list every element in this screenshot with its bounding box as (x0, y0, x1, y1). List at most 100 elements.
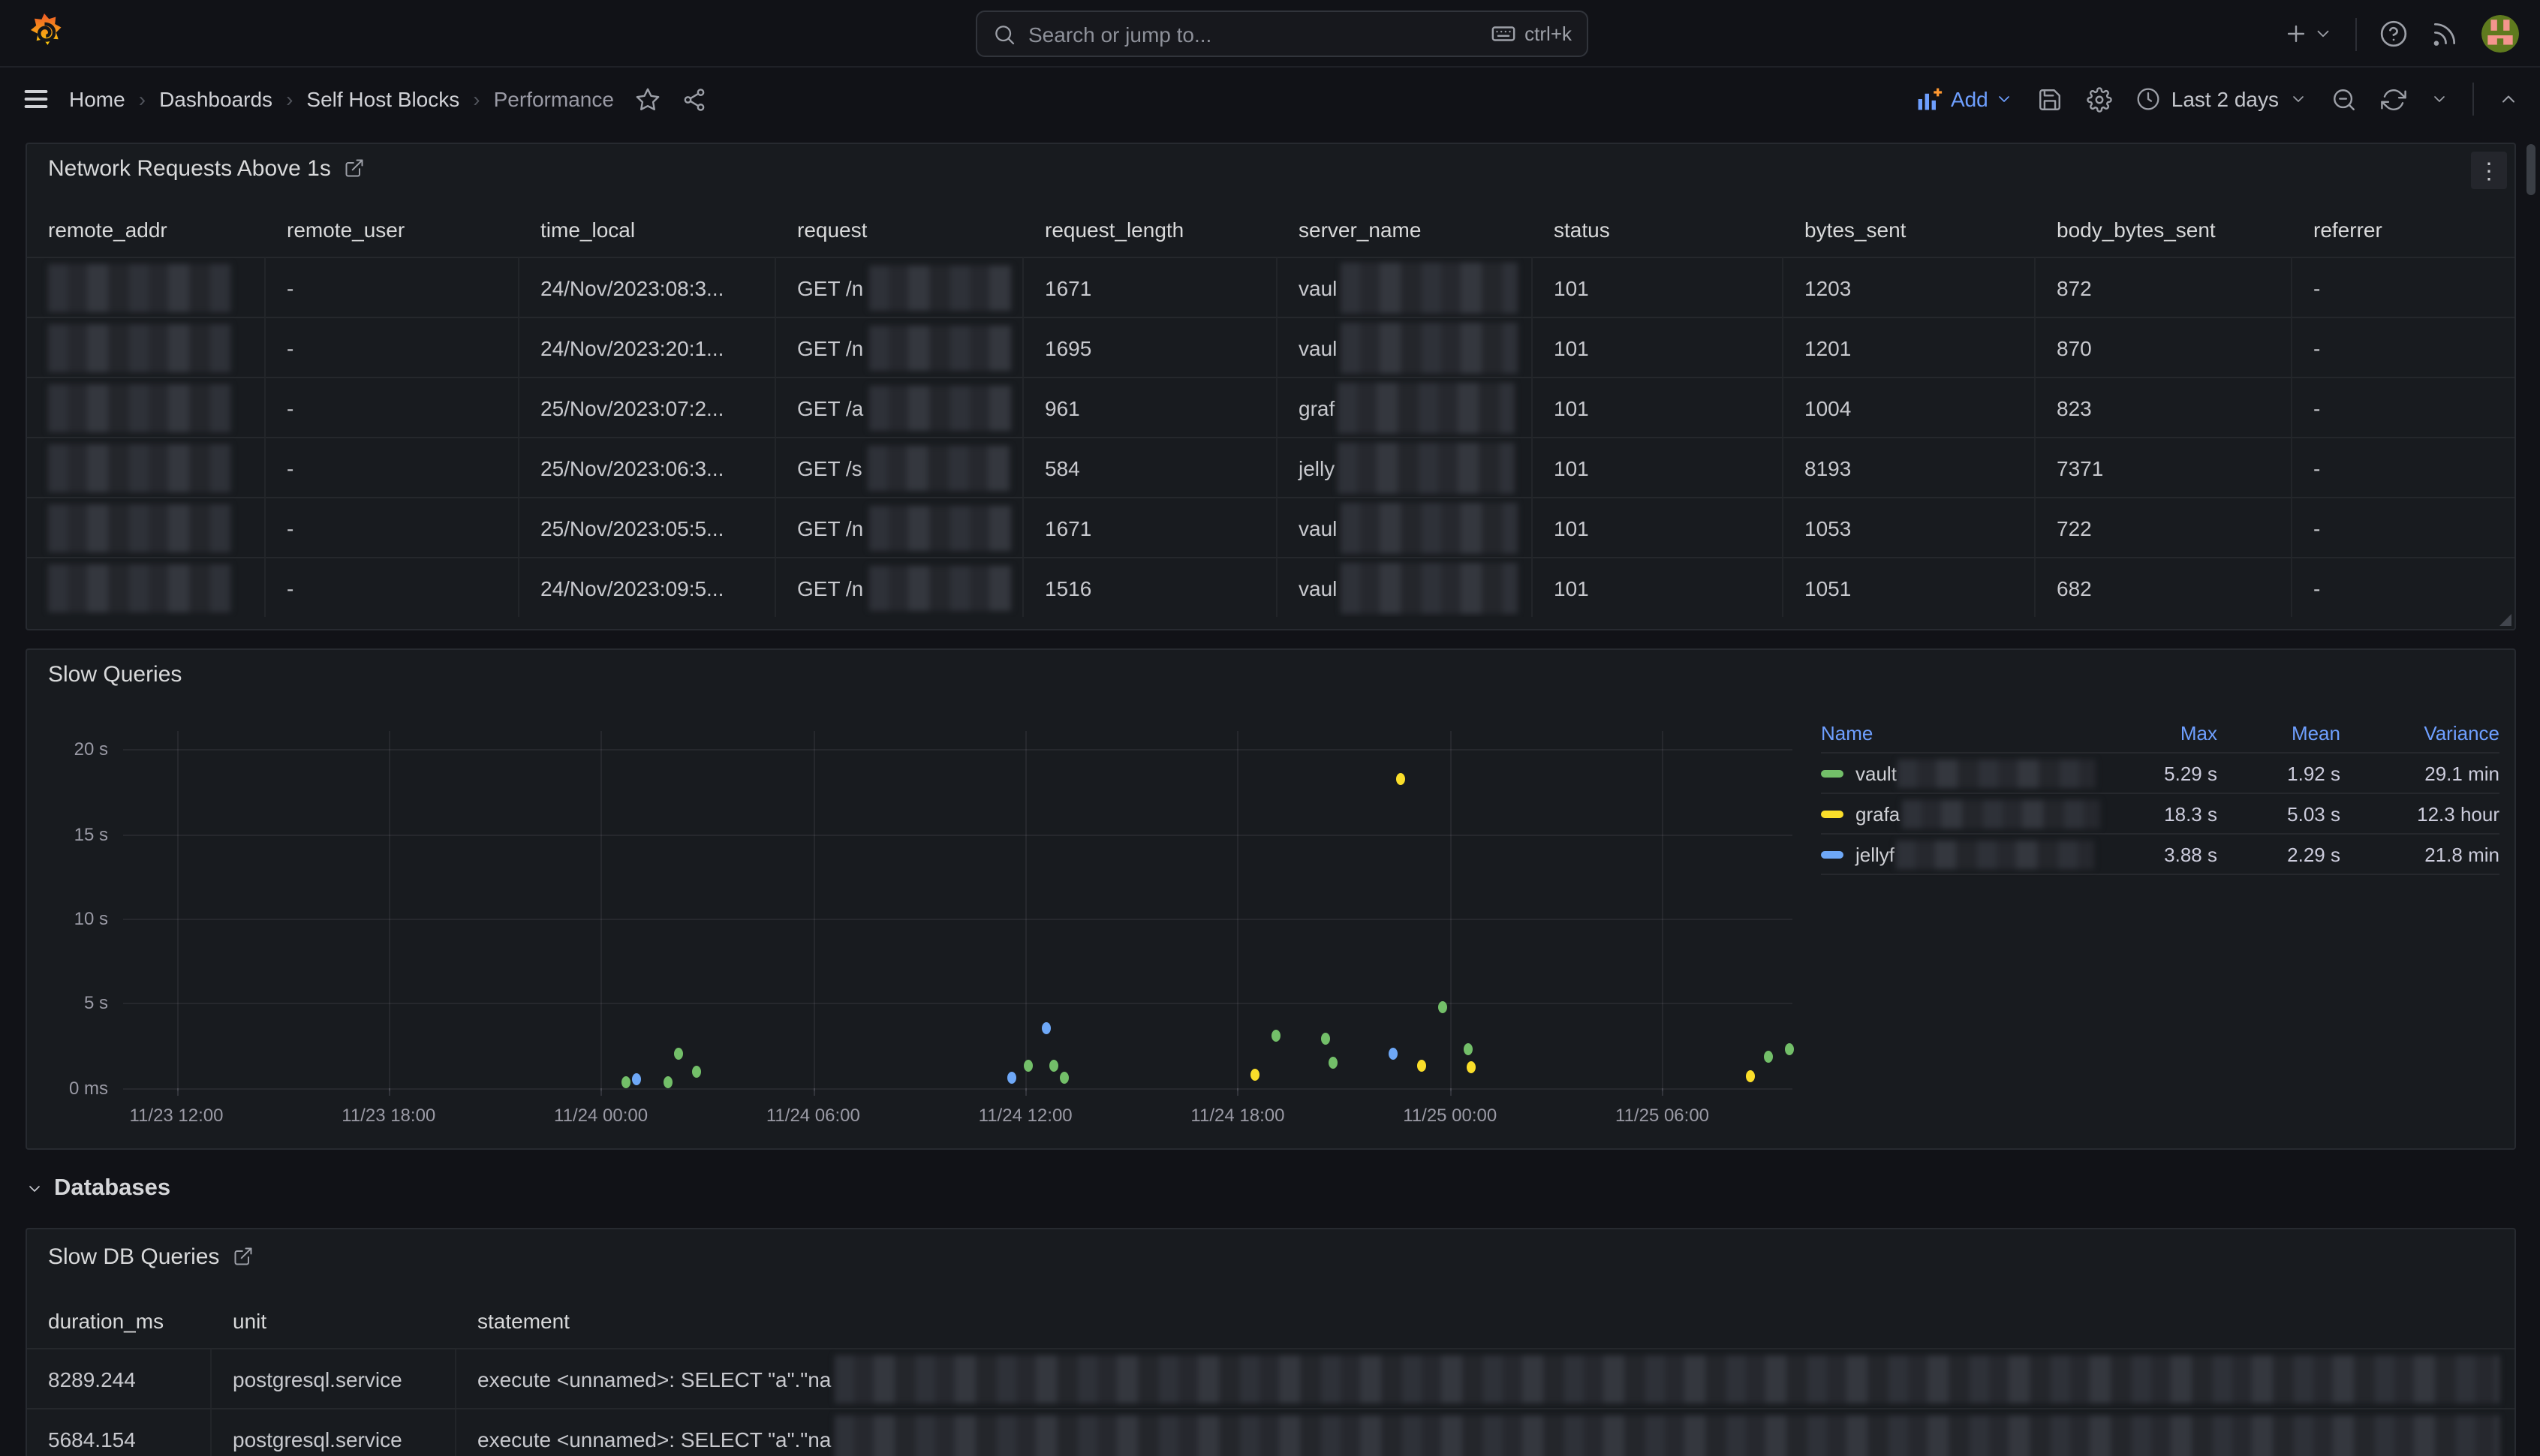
new-button[interactable] (2283, 21, 2333, 47)
legend-header-mean[interactable]: Mean (2291, 721, 2340, 744)
column-header[interactable]: request_length (1045, 218, 1184, 242)
legend-header-variance[interactable]: Variance (2424, 721, 2499, 744)
time-range-picker[interactable]: Last 2 days (2137, 87, 2307, 111)
dashboard-toolbar: Home › Dashboards › Self Host Blocks › P… (0, 69, 2540, 129)
user-avatar[interactable] (2481, 15, 2519, 53)
cell-text: execute <unnamed>: SELECT "a"."na (477, 1427, 832, 1451)
column-header[interactable]: remote_user (287, 218, 405, 242)
plus-icon (2283, 21, 2309, 47)
legend-mean-value: 1.92 s (2287, 762, 2340, 784)
legend-series-toggle[interactable]: vault (1821, 759, 2096, 787)
column-header[interactable]: referrer (2313, 218, 2382, 242)
scatter-point (1007, 1071, 1016, 1084)
gear-icon (2087, 86, 2113, 112)
news-button[interactable] (2430, 20, 2459, 48)
section-label: Databases (54, 1175, 171, 1201)
x-axis-tick (600, 1087, 603, 1096)
panel-title[interactable]: Slow DB Queries (48, 1244, 220, 1269)
legend-series-toggle[interactable]: grafa (1821, 799, 2100, 828)
redacted-blur (1338, 382, 1515, 433)
external-link-icon[interactable] (345, 158, 366, 179)
mega-menu-button[interactable] (21, 84, 51, 114)
x-axis-label: 11/24 12:00 (978, 1105, 1073, 1126)
x-axis-tick (388, 1087, 390, 1096)
panel-title[interactable]: Slow Queries (48, 661, 182, 687)
legend-series-color (1821, 769, 1843, 777)
star-icon (635, 86, 661, 112)
table-cell (27, 497, 266, 557)
hamburger-icon (21, 84, 51, 114)
table-cell: 1004 (1783, 377, 2036, 437)
redacted-blur (869, 325, 1013, 370)
breadcrumb-folder[interactable]: Self Host Blocks (306, 87, 460, 111)
cell-text: GET /n (797, 275, 864, 299)
legend-series-toggle[interactable]: jellyf (1821, 840, 2095, 868)
table-cell: GET /n (776, 557, 1024, 617)
scatter-point (1321, 1032, 1331, 1045)
collapse-toolbar-button[interactable] (2498, 89, 2519, 110)
chevron-down-icon (1996, 90, 2014, 108)
column-header[interactable]: status (1554, 218, 1610, 242)
column-header[interactable]: request (797, 218, 868, 242)
x-axis-label: 11/23 12:00 (129, 1105, 224, 1126)
refresh-button[interactable] (2381, 86, 2406, 112)
legend-series-color (1821, 810, 1843, 817)
column-header[interactable]: unit (233, 1309, 267, 1333)
panel-menu-button[interactable]: ⋮ (2471, 152, 2507, 189)
table-cell: - (2292, 377, 2514, 437)
zoom-out-button[interactable] (2331, 86, 2357, 112)
panel-title[interactable]: Network Requests Above 1s (48, 155, 331, 181)
search-icon (992, 22, 1016, 46)
search-input[interactable]: Search or jump to... ctrl+k (976, 11, 1588, 57)
column-header[interactable]: body_bytes_sent (2057, 218, 2216, 242)
redacted-blur (1340, 322, 1518, 373)
column-header[interactable]: remote_addr (48, 218, 167, 242)
table-cell: GET /n (776, 497, 1024, 557)
column-header[interactable]: duration_ms (48, 1309, 164, 1333)
network-requests-table: remote_addr remote_user time_local request r… (27, 204, 2514, 617)
breadcrumb-separator: › (286, 87, 293, 111)
table-cell: 872 (2036, 257, 2292, 317)
help-button[interactable] (2379, 20, 2408, 48)
panel-resize-handle[interactable] (2499, 614, 2511, 626)
table-cell (27, 317, 266, 377)
scatter-point (1250, 1068, 1260, 1081)
gridline-vertical (1449, 731, 1452, 1091)
table-cell: 584 (1024, 437, 1278, 497)
legend-header-name[interactable]: Name (1821, 721, 1873, 744)
table-cell: 24/Nov/2023:08:3... (519, 257, 776, 317)
external-link-icon[interactable] (233, 1246, 254, 1267)
breadcrumb-home[interactable]: Home (69, 87, 125, 111)
table-cell: postgresql.service (212, 1348, 456, 1408)
gridline-vertical (176, 731, 178, 1091)
page-scrollbar-thumb[interactable] (2526, 144, 2535, 195)
refresh-interval-button[interactable] (2430, 90, 2448, 108)
legend-header-max[interactable]: Max (2180, 721, 2217, 744)
share-button[interactable] (682, 86, 707, 112)
favorite-button[interactable] (635, 86, 661, 112)
breadcrumb-current: Performance (493, 87, 614, 111)
section-databases[interactable]: Databases (26, 1169, 170, 1208)
x-axis-tick (813, 1087, 815, 1096)
grafana-logo-icon[interactable] (24, 13, 65, 53)
add-button[interactable]: Add (1916, 86, 2014, 113)
save-dashboard-button[interactable] (2038, 86, 2063, 112)
legend-header-row: Name Max Mean Variance (1821, 713, 2499, 754)
breadcrumb-dashboards[interactable]: Dashboards (159, 87, 273, 111)
cell-text: GET /a (797, 396, 864, 420)
column-header[interactable]: time_local (540, 218, 636, 242)
dashboard-settings-button[interactable] (2087, 86, 2113, 112)
table-cell: 101 (1533, 437, 1783, 497)
table-cell: GET /a (776, 377, 1024, 437)
scatter-point (664, 1076, 673, 1089)
column-header[interactable]: bytes_sent (1804, 218, 1907, 242)
legend-mean-value: 5.03 s (2287, 802, 2340, 825)
table-cell: 5684.154 (27, 1408, 212, 1456)
table-cell: execute <unnamed>: SELECT "a"."na (456, 1348, 2514, 1408)
legend-row: vault 5.29 s 1.92 s 29.1 min (1821, 754, 2499, 794)
x-axis-tick (176, 1087, 178, 1096)
column-header[interactable]: server_name (1299, 218, 1422, 242)
table-cell: 101 (1533, 377, 1783, 437)
panel-header: Slow Queries (27, 650, 2514, 698)
column-header[interactable]: statement (477, 1309, 570, 1333)
